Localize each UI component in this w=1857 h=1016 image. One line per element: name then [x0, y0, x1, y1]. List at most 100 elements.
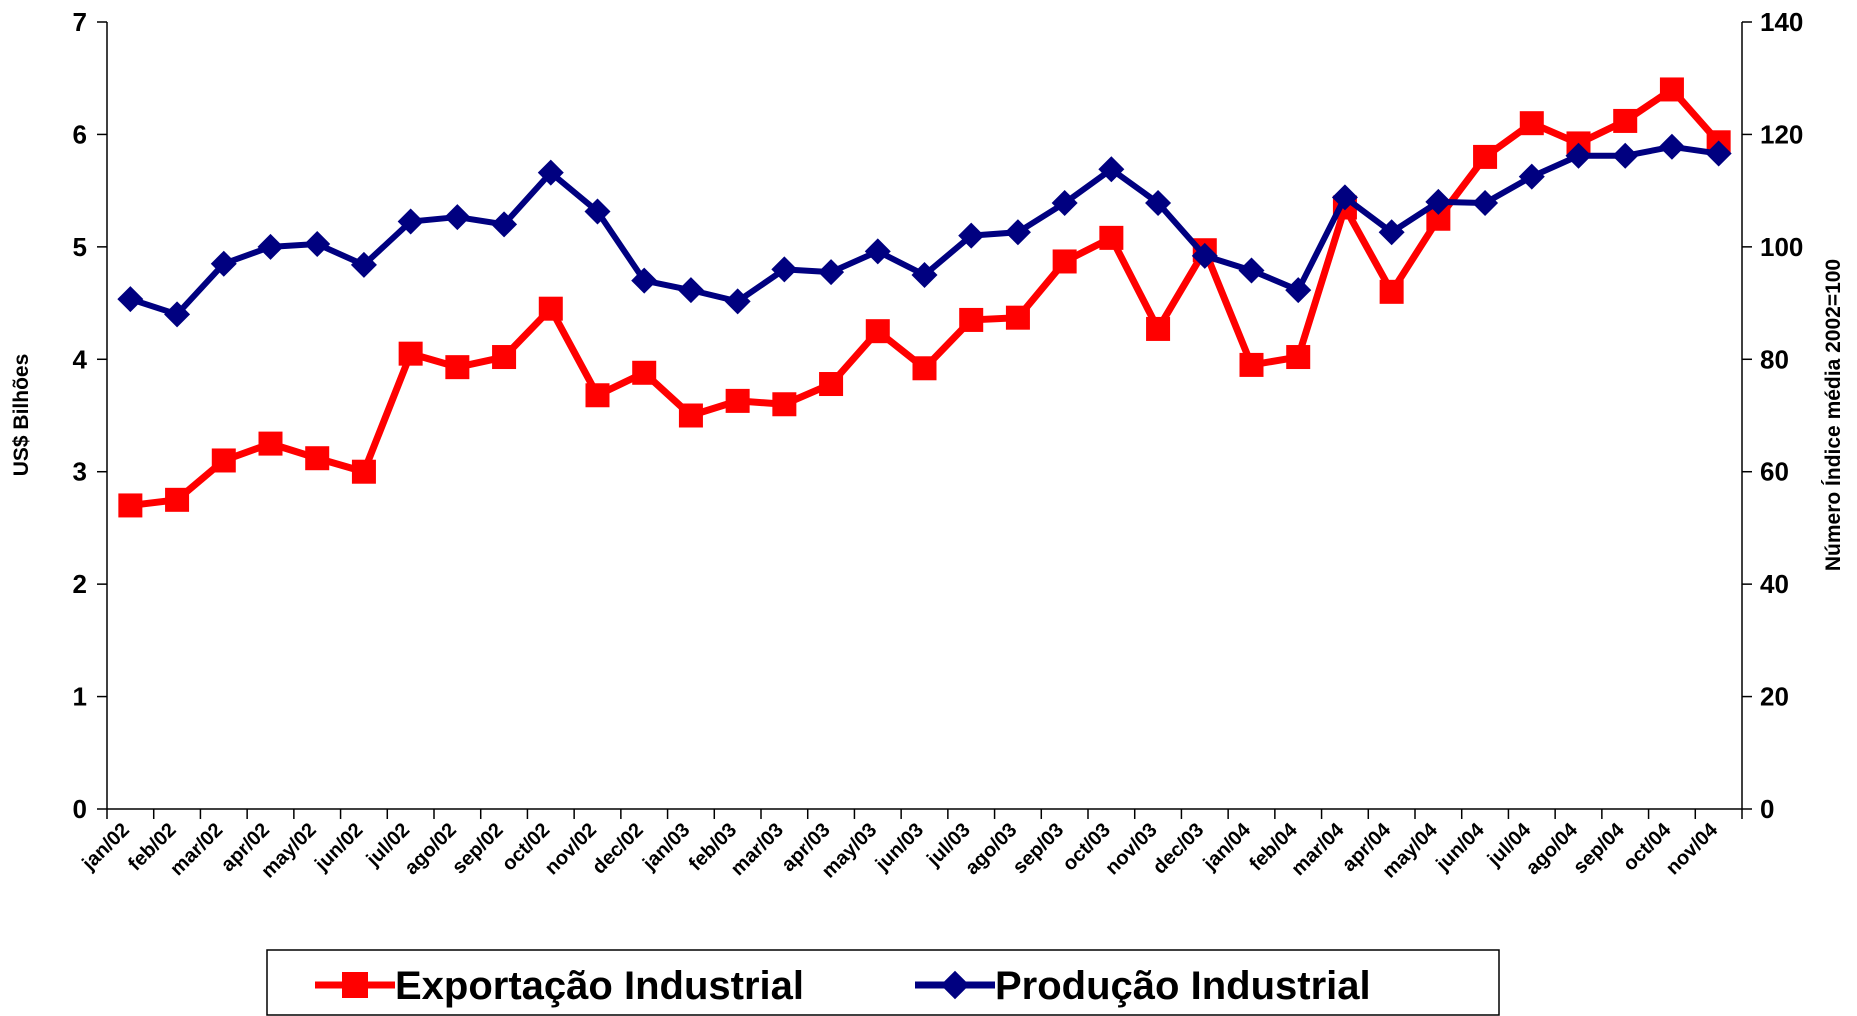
- x-tick-label: ago/04: [1522, 818, 1583, 879]
- point: [1425, 188, 1452, 215]
- legend-label: Exportação Industrial: [395, 964, 804, 1008]
- point: [912, 356, 937, 381]
- point: [1005, 305, 1030, 330]
- legend-label: Produção Industrial: [995, 964, 1371, 1008]
- x-tick-label: nov/02: [541, 819, 601, 879]
- x-tick-label: jan/04: [1199, 818, 1256, 875]
- point: [165, 487, 190, 512]
- point: [1705, 140, 1732, 167]
- point: [445, 355, 470, 380]
- x-tick-label: mar/02: [166, 819, 227, 880]
- y-tick-label: 4: [73, 344, 88, 374]
- point: [351, 459, 376, 484]
- point: [1612, 142, 1639, 169]
- y2-tick-label: 100: [1760, 232, 1803, 262]
- y-tick-label: 3: [73, 457, 87, 487]
- x-tick-label: sep/04: [1569, 818, 1629, 878]
- point: [1051, 190, 1078, 217]
- point: [1286, 345, 1311, 370]
- point: [164, 301, 191, 328]
- point: [492, 345, 517, 370]
- point: [632, 360, 657, 385]
- point: [725, 388, 750, 413]
- point: [1331, 184, 1358, 211]
- point: [491, 211, 518, 238]
- point: [911, 261, 938, 288]
- point: [257, 233, 284, 260]
- y2-tick-label: 140: [1760, 7, 1803, 37]
- y2-tick-label: 20: [1760, 682, 1789, 712]
- x-tick-label: nov/03: [1101, 819, 1161, 879]
- y-tick-label: 7: [73, 7, 87, 37]
- point: [818, 259, 845, 286]
- x-tick-label: jun/02: [310, 819, 367, 876]
- point: [584, 198, 611, 225]
- legend-marker: [940, 970, 970, 1000]
- series-line: [129, 143, 1720, 318]
- x-tick-label: ago/03: [961, 819, 1021, 879]
- point: [1658, 133, 1685, 160]
- point: [958, 222, 985, 249]
- point: [118, 493, 143, 518]
- y-tick-label: 1: [73, 682, 87, 712]
- point: [117, 286, 144, 313]
- point: [1098, 156, 1125, 183]
- point: [631, 267, 658, 294]
- point: [258, 431, 283, 456]
- x-tick-label: mar/04: [1287, 818, 1349, 880]
- y-tick-label: 5: [73, 232, 87, 262]
- point: [724, 288, 751, 315]
- x-tick-label: dec/03: [1149, 819, 1209, 879]
- point: [677, 277, 704, 304]
- point: [819, 372, 844, 397]
- point: [304, 231, 331, 258]
- point: [959, 307, 984, 332]
- legend-marker: [342, 972, 368, 998]
- y2-axis-title: Número Índice média 2002=100: [1822, 259, 1845, 571]
- point: [1238, 257, 1265, 284]
- point: [1285, 277, 1312, 304]
- x-tick-label: ago/02: [401, 819, 461, 879]
- point: [1565, 142, 1592, 169]
- x-tick-label: sep/02: [448, 819, 508, 879]
- x-tick-label: nov/04: [1662, 818, 1723, 879]
- point: [537, 159, 564, 186]
- point: [210, 250, 237, 277]
- point: [398, 341, 423, 366]
- point: [538, 296, 563, 321]
- point: [1239, 352, 1264, 377]
- point: [864, 238, 891, 265]
- point: [444, 204, 471, 231]
- x-tick-label: mar/03: [727, 819, 788, 880]
- point: [1519, 111, 1544, 136]
- point: [772, 392, 797, 417]
- x-tick-label: dec/02: [588, 819, 648, 879]
- point: [1473, 144, 1498, 169]
- y2-tick-label: 40: [1760, 569, 1789, 599]
- y2-tick-label: 60: [1760, 457, 1789, 487]
- point: [397, 208, 424, 235]
- point: [1518, 163, 1545, 190]
- point: [1145, 190, 1172, 217]
- point: [865, 319, 890, 344]
- y-axis-title: US$ Bilhões: [10, 354, 33, 477]
- point: [1659, 77, 1684, 102]
- y-tick-label: 6: [73, 119, 87, 149]
- y-tick-label: 0: [73, 794, 87, 824]
- legend-box: [266, 949, 1500, 1016]
- point: [1191, 242, 1218, 269]
- y2-tick-label: 80: [1760, 344, 1789, 374]
- x-tick-label: jun/03: [871, 819, 928, 876]
- point: [1004, 219, 1031, 246]
- y2-tick-label: 120: [1760, 119, 1803, 149]
- point: [1472, 190, 1499, 217]
- point: [771, 256, 798, 283]
- point: [585, 383, 610, 408]
- y-tick-label: 2: [73, 569, 87, 599]
- point: [1146, 316, 1171, 341]
- x-tick-label: jun/04: [1431, 818, 1489, 876]
- point: [1052, 249, 1077, 274]
- point: [211, 448, 236, 473]
- point: [1613, 108, 1638, 133]
